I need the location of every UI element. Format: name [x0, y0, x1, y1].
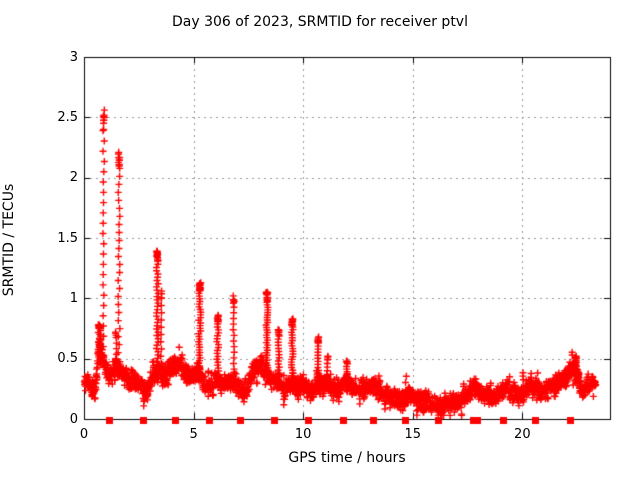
- y-tick-label: 3: [69, 49, 78, 65]
- x-axis-title: GPS time / hours: [288, 450, 406, 466]
- y-tick-label: 1: [69, 290, 78, 306]
- y-tick-label: 2: [69, 170, 78, 186]
- x-tick-label: 10: [294, 427, 312, 442]
- x-tick-label: 5: [189, 427, 198, 442]
- x-tick-label: 20: [514, 427, 531, 442]
- y-tick-label: 2.5: [57, 109, 78, 125]
- y-axis-title: SRMTID / TECUs: [1, 183, 17, 297]
- y-tick-label: 0.5: [57, 351, 78, 367]
- x-tick-label: 15: [404, 427, 422, 442]
- x-tick-label: 0: [79, 427, 89, 442]
- y-tick-label: 0: [69, 411, 78, 427]
- y-tick-label: 1.5: [57, 230, 78, 246]
- chart-title: Day 306 of 2023, SRMTID for receiver ptv…: [172, 14, 468, 30]
